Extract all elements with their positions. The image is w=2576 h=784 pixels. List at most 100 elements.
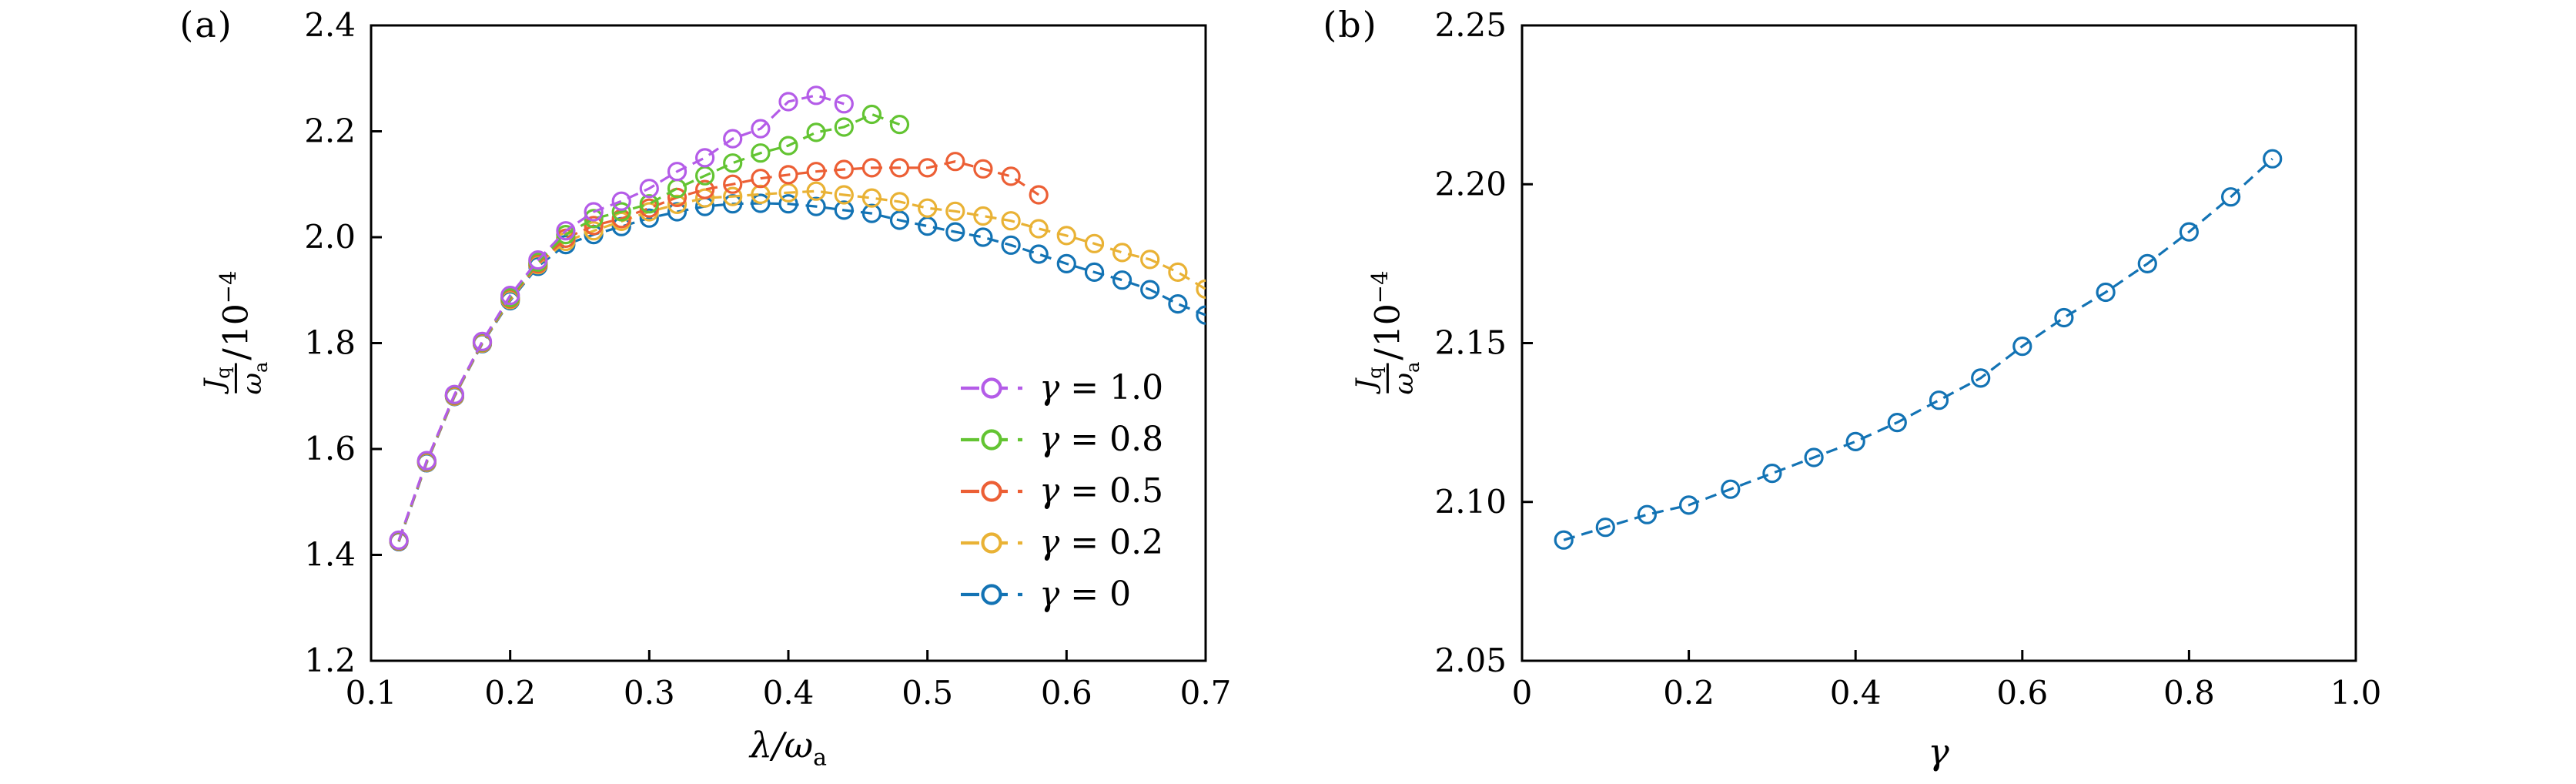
- legend-label: γ = 0: [1039, 575, 1132, 614]
- data-point-marker: [945, 222, 965, 242]
- series-layer: [1554, 149, 2283, 550]
- data-point-marker: [2179, 222, 2199, 242]
- data-point-marker: [778, 194, 798, 214]
- data-point-marker: [1554, 530, 1574, 550]
- data-point-marker: [861, 104, 882, 125]
- data-point-marker: [1056, 253, 1076, 273]
- data-point-marker: [528, 250, 548, 270]
- data-point-marker: [889, 115, 910, 135]
- y-tick-label: 2.10: [1434, 483, 1507, 521]
- data-point-marker: [945, 152, 965, 172]
- y-label-power: 10−4: [215, 270, 256, 347]
- data-point-marker: [723, 153, 743, 173]
- data-point-marker: [834, 200, 854, 220]
- x-tick-label: 0.8: [2163, 674, 2215, 712]
- legend-circle-icon: [981, 480, 1002, 502]
- series-line-γ=1.0: [397, 94, 845, 541]
- data-point-marker: [834, 185, 854, 205]
- legend-label: γ = 0.8: [1039, 420, 1164, 459]
- y-tick-label: 2.15: [1434, 324, 1507, 362]
- legend-swatch: [961, 377, 1022, 399]
- data-point-marker: [806, 85, 826, 106]
- data-point-marker: [1084, 233, 1105, 253]
- y-tick-label: 2.20: [1434, 165, 1507, 203]
- x-tick-label: 0.1: [346, 674, 397, 712]
- data-point-marker: [806, 196, 826, 216]
- data-point-marker: [973, 159, 993, 179]
- legend-label: γ = 0.5: [1039, 471, 1164, 511]
- data-point-marker: [861, 188, 882, 208]
- data-point-marker: [1140, 250, 1160, 270]
- data-point-marker: [1029, 219, 1049, 239]
- data-point-marker: [667, 162, 687, 182]
- data-point-marker: [861, 158, 882, 178]
- data-point-marker: [1140, 280, 1160, 300]
- x-tick-label: 0.2: [1663, 674, 1715, 712]
- legend-circle-icon: [981, 377, 1002, 399]
- data-point-marker: [1679, 495, 1699, 515]
- data-point-marker: [1168, 294, 1188, 314]
- data-point-marker: [584, 202, 604, 222]
- data-point-marker: [694, 148, 715, 168]
- legend-label: γ = 0.2: [1039, 523, 1164, 562]
- data-point-marker: [1637, 504, 1657, 524]
- data-point-marker: [2012, 337, 2032, 357]
- data-point-marker: [2137, 253, 2157, 273]
- data-point-marker: [751, 169, 771, 189]
- data-point-marker: [1001, 235, 1021, 255]
- y-tick-label: 2.2: [304, 112, 356, 150]
- data-point-marker: [639, 194, 659, 214]
- panel-b-y-axis-label: Jq ωa/10−4: [1350, 270, 1423, 395]
- data-point-marker: [1887, 412, 1907, 433]
- data-point-marker: [1845, 431, 1865, 452]
- data-point-marker: [1001, 166, 1021, 186]
- data-point-marker: [667, 187, 687, 207]
- data-point-marker: [2221, 187, 2241, 207]
- y-tick-label: 2.05: [1434, 642, 1507, 679]
- y-label-fraction: Jq ωa: [1350, 361, 1423, 395]
- data-point-marker: [1112, 270, 1132, 290]
- y-tick-label: 2.4: [304, 6, 356, 44]
- panel-a-y-axis-label: Jq ωa/10−4: [199, 270, 272, 395]
- data-point-marker: [1168, 262, 1188, 282]
- legend-circle-icon: [981, 583, 1002, 605]
- y-tick-label: 1.6: [304, 430, 356, 467]
- x-tick-label: 0: [1512, 674, 1533, 712]
- x-tick-label: 0.3: [624, 674, 675, 712]
- legend-item: γ = 0.5: [959, 465, 1163, 517]
- data-point-marker: [861, 203, 882, 223]
- data-point-marker: [751, 119, 771, 139]
- data-point-marker: [973, 227, 993, 247]
- data-point-marker: [889, 210, 910, 230]
- data-point-marker: [639, 208, 659, 228]
- y-tick-label: 2.25: [1434, 6, 1507, 44]
- legend-item: γ = 0.2: [959, 517, 1163, 568]
- data-point-marker: [2096, 282, 2116, 303]
- y-tick-label: 1.4: [304, 536, 356, 574]
- x-tick-label: 1.0: [2330, 674, 2382, 712]
- data-point-marker: [500, 286, 520, 306]
- axes-frame: [1521, 24, 2357, 662]
- data-point-marker: [472, 331, 493, 351]
- legend: γ = 1.0 γ = 0.8 γ = 0.5 γ = 0.2 γ = 0: [959, 362, 1163, 620]
- data-point-marker: [806, 181, 826, 201]
- y-tick-label: 1.8: [304, 324, 356, 362]
- legend-circle-icon: [981, 428, 1002, 451]
- data-point-marker: [2054, 307, 2074, 328]
- data-point-marker: [584, 221, 604, 241]
- data-point-marker: [694, 179, 715, 199]
- x-tick-label: 0.5: [902, 674, 953, 712]
- y-label-fraction: Jq ωa: [199, 361, 272, 395]
- data-point-marker: [611, 202, 631, 222]
- legend-circle-icon: [981, 531, 1002, 554]
- legend-label: γ = 1.0: [1039, 368, 1164, 407]
- panel-a: 0.1 0.2 0.3 0.4 0.5 0.6 0.7 1.2 1.4 1.6 1.8 2.0 2.2 2…: [304, 6, 1231, 712]
- panel-b: 0 0.2 0.4 0.6 0.8 1.0 2.05 2.10 2.15 2.20 2.25: [1434, 6, 2381, 712]
- data-point-marker: [1595, 518, 1615, 538]
- x-tick-label: 0.4: [763, 674, 815, 712]
- data-point-marker: [889, 192, 910, 212]
- data-point-marker: [694, 188, 715, 208]
- x-tick-label: 0.2: [484, 674, 536, 712]
- legend-item: γ = 0: [959, 568, 1163, 620]
